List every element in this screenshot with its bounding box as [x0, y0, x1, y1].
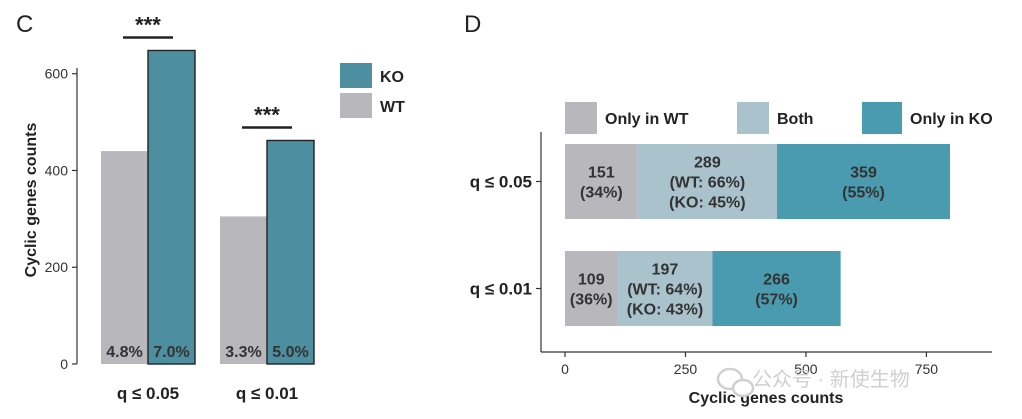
y-tick-label: 0 — [60, 356, 68, 372]
y-tick-label: 200 — [45, 259, 69, 275]
segment-label-line: 289 — [694, 155, 721, 172]
segment-label-line: (55%) — [842, 185, 885, 202]
legend-swatch-0 — [565, 102, 597, 134]
segment-label-line: (36%) — [570, 292, 613, 309]
x-category-label: q ≤ 0.05 — [117, 384, 179, 403]
segment-label-line: (WT: 66%) — [670, 175, 746, 192]
segment-0-0 — [565, 144, 638, 219]
segment-label: 109 (36%) — [570, 272, 613, 309]
segment-0-1 — [565, 251, 618, 326]
x-tick-label: 750 — [915, 361, 939, 377]
segment-label: 289 (WT: 66%) (KO: 45%) — [669, 155, 745, 212]
y-tick-label: 600 — [45, 66, 69, 82]
segment-label: 197 (WT: 64%) (KO: 43%) — [627, 262, 703, 319]
significance-stars: *** — [254, 102, 280, 127]
y-axis-title: Cyclic genes counts — [23, 123, 40, 278]
legend-label-1: Both — [777, 111, 813, 128]
segment-label-line: (34%) — [580, 185, 623, 202]
bar-wt-1 — [220, 216, 267, 364]
bar-wt-0 — [101, 151, 148, 364]
panel-letter-c: C — [16, 11, 33, 38]
segment-label: 359 (55%) — [842, 165, 885, 202]
significance-stars: *** — [135, 12, 161, 37]
watermark-text: 公众号 · 新使生物 — [752, 368, 910, 391]
legend-swatch-wt — [340, 93, 372, 118]
bar-ko-1 — [266, 139, 315, 365]
legend-label-wt: WT — [380, 99, 405, 116]
segment-label: 266 (57%) — [755, 272, 798, 309]
panel-c: C 0 200 400 600 Cyclic genes counts 4.8% 7.0% **… — [16, 11, 405, 403]
x-category-label: q ≤ 0.01 — [236, 384, 298, 403]
panel-d: D 0 250 500 750 Cyclic genes counts Only in WT… — [464, 11, 993, 407]
wechat-bubble-small — [731, 378, 755, 398]
legend-label-2: Only in KO — [910, 111, 993, 128]
x-tick-label: 500 — [794, 361, 818, 377]
segment-2-1 — [712, 251, 841, 326]
segment-label-line: (WT: 64%) — [627, 282, 703, 299]
wechat-icon — [716, 367, 755, 398]
y-category-label: q ≤ 0.05 — [470, 173, 532, 192]
segment-label: 151 (34%) — [580, 165, 623, 202]
bar-pct-label: 3.3% — [225, 344, 261, 361]
bar-pct-label: 5.0% — [272, 344, 308, 361]
segment-label-line: 266 — [763, 272, 790, 289]
legend-swatch-2 — [862, 102, 902, 134]
legend-swatch-ko — [340, 63, 372, 88]
x-tick-label: 0 — [561, 361, 569, 377]
segment-1-0 — [637, 144, 778, 219]
bar-pct-label: 7.0% — [153, 344, 189, 361]
x-tick-label: 250 — [674, 361, 698, 377]
y-tick-label: 400 — [45, 162, 69, 178]
x-axis-title: Cyclic genes counts — [689, 390, 844, 407]
segment-label-line: 109 — [578, 272, 605, 289]
segment-label-line: 197 — [652, 262, 679, 279]
segment-1-1 — [617, 251, 713, 326]
y-category-label: q ≤ 0.01 — [470, 280, 532, 299]
legend-label-0: Only in WT — [605, 111, 689, 128]
watermark: 公众号 · 新使生物 — [716, 367, 910, 398]
segment-label-line: 151 — [588, 165, 615, 182]
segment-label-line: (KO: 45%) — [669, 195, 745, 212]
legend-swatch-1 — [737, 102, 769, 134]
panel-letter-d: D — [464, 11, 481, 38]
segment-2-0 — [777, 144, 950, 219]
segment-label-line: (57%) — [755, 292, 798, 309]
bar-ko-0 — [147, 49, 196, 365]
legend-label-ko: KO — [380, 69, 404, 86]
segment-label-line: 359 — [850, 165, 877, 182]
segment-label-line: (KO: 43%) — [627, 302, 703, 319]
bar-pct-label: 4.8% — [106, 344, 142, 361]
